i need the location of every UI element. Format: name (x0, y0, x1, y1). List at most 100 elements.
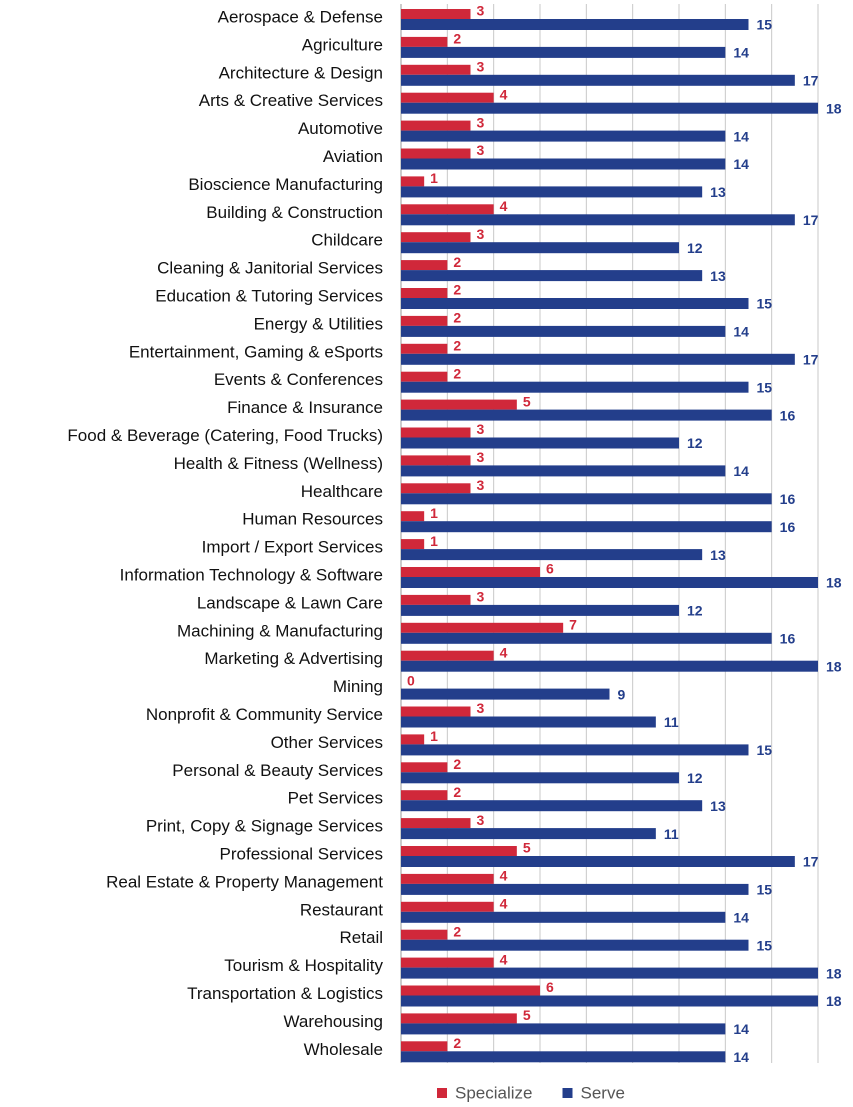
y-tick-label: Real Estate & Property Management (106, 872, 383, 891)
data-label: 2 (453, 1035, 461, 1051)
bar (401, 64, 471, 75)
bar (401, 437, 679, 449)
y-tick-label: Aviation (323, 147, 383, 166)
bar (401, 427, 471, 438)
y-tick-label: Nonprofit & Community Service (146, 705, 383, 724)
y-tick-label: Import / Export Services (202, 538, 383, 557)
bar (401, 298, 749, 309)
data-label: 3 (477, 421, 485, 437)
data-label: 2 (453, 756, 461, 772)
bar (401, 577, 818, 588)
bar (401, 204, 494, 215)
bar (401, 660, 818, 672)
data-label: 5 (523, 393, 531, 409)
bar (401, 604, 679, 616)
y-tick-label: Retail (340, 928, 383, 947)
bar (401, 511, 425, 522)
bar (401, 158, 726, 170)
bar (401, 939, 749, 951)
data-label: 13 (710, 184, 726, 200)
data-label: 16 (780, 407, 796, 423)
data-label: 1 (430, 533, 438, 549)
y-tick-label: Machining & Manufacturing (177, 621, 383, 640)
bar (401, 901, 494, 912)
bar (401, 772, 679, 784)
y-tick-label: Personal & Beauty Services (172, 761, 383, 780)
data-label: 17 (803, 73, 819, 89)
bar (401, 120, 471, 131)
y-tick-label: Childcare (311, 231, 383, 250)
bar (401, 232, 471, 243)
bar (401, 186, 703, 198)
y-tick-label: Human Resources (242, 510, 383, 529)
data-label: 17 (803, 212, 819, 228)
data-label: 5 (523, 840, 531, 856)
y-tick-label: Aerospace & Defense (218, 7, 383, 26)
y-tick-label: Landscape & Lawn Care (197, 593, 383, 612)
bar (401, 1051, 726, 1063)
data-label: 2 (453, 254, 461, 270)
bar (401, 539, 425, 550)
data-label: 7 (569, 617, 577, 633)
bar (401, 148, 471, 159)
bar (401, 911, 726, 923)
bar (401, 455, 471, 466)
data-label: 2 (453, 365, 461, 381)
data-label: 3 (477, 226, 485, 242)
data-label: 3 (477, 449, 485, 465)
bar (401, 1041, 448, 1052)
y-tick-label: Building & Construction (206, 203, 383, 222)
data-label: 15 (757, 742, 773, 758)
bar (401, 381, 749, 393)
data-label: 14 (733, 910, 749, 926)
bar (401, 521, 772, 533)
data-label: 14 (733, 1049, 749, 1065)
bar (401, 688, 610, 700)
data-label: 13 (710, 798, 726, 814)
bar (401, 1023, 726, 1035)
bar (401, 102, 818, 114)
bar (401, 493, 772, 505)
data-label: 14 (733, 1021, 749, 1037)
data-label: 17 (803, 854, 819, 870)
bar (401, 929, 448, 940)
data-label: 13 (710, 268, 726, 284)
data-label: 3 (477, 142, 485, 158)
y-tick-label: Information Technology & Software (120, 565, 383, 584)
data-label: 1 (430, 505, 438, 521)
y-tick-label: Arts & Creative Services (199, 91, 383, 110)
bar (401, 818, 471, 829)
bar (401, 260, 448, 271)
bar (401, 399, 517, 410)
data-label: 12 (687, 603, 703, 619)
data-label: 18 (826, 100, 842, 116)
y-tick-label: Energy & Utilities (254, 314, 383, 333)
data-label: 4 (500, 198, 508, 214)
data-label: 16 (780, 631, 796, 647)
bar (401, 567, 540, 577)
bar (401, 242, 679, 254)
y-tick-label: Wholesale (304, 1040, 383, 1059)
bar (401, 465, 726, 477)
data-label: 13 (710, 547, 726, 563)
data-label: 2 (453, 784, 461, 800)
bar (401, 36, 448, 47)
data-label: 15 (757, 379, 773, 395)
bar (401, 828, 656, 840)
data-label: 18 (826, 575, 842, 591)
data-label: 5 (523, 1007, 531, 1023)
data-label: 3 (477, 700, 485, 716)
y-tick-label: Pet Services (288, 789, 383, 808)
data-label: 6 (546, 561, 554, 577)
bar (401, 995, 818, 1007)
bar (401, 632, 772, 644)
data-label: 4 (500, 644, 508, 660)
y-tick-label: Events & Conferences (214, 370, 383, 389)
y-tick-label: Restaurant (300, 900, 383, 919)
data-label: 12 (687, 770, 703, 786)
bar (401, 270, 703, 282)
data-label: 14 (733, 45, 749, 61)
y-tick-label: Warehousing (283, 1012, 383, 1031)
bar (401, 985, 540, 996)
bar (401, 288, 448, 298)
